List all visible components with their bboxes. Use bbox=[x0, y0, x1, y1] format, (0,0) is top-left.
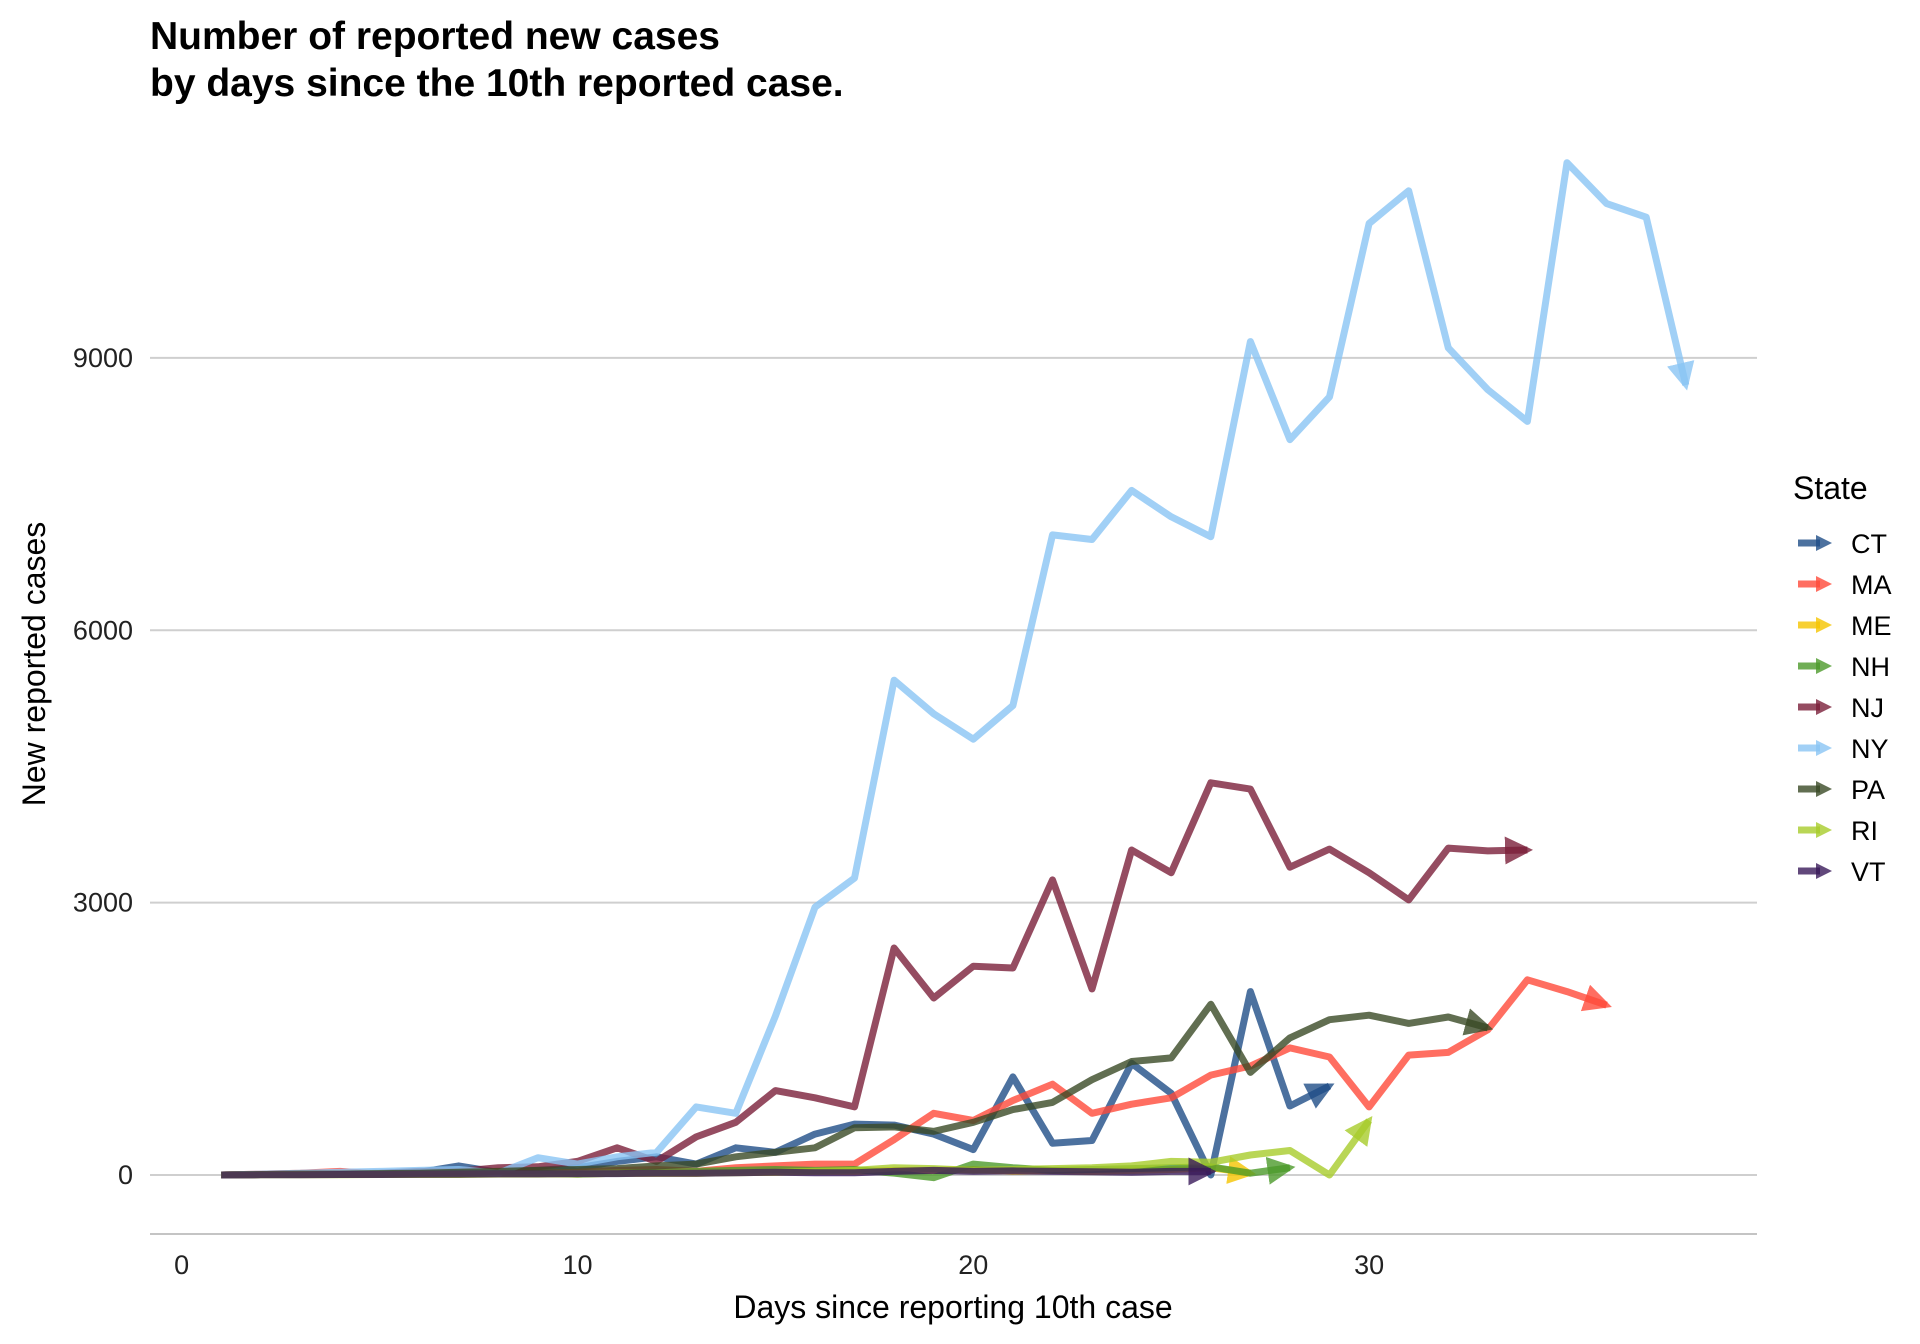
legend-arrow bbox=[1816, 740, 1832, 756]
legend-label: ME bbox=[1851, 611, 1892, 641]
chart-title-line1: Number of reported new cases bbox=[150, 15, 720, 58]
x-tick-label: 20 bbox=[958, 1250, 988, 1280]
x-tick-label: 10 bbox=[562, 1250, 592, 1280]
series-lines bbox=[221, 159, 1695, 1186]
legend-arrow bbox=[1816, 699, 1832, 715]
legend-item-ny: NY bbox=[1798, 734, 1889, 764]
y-axis-label: New reported cases bbox=[16, 522, 52, 807]
y-tick-labels: 0 3000 6000 9000 bbox=[73, 343, 133, 1190]
legend-item-nh: NH bbox=[1798, 652, 1890, 682]
legend-item-pa: PA bbox=[1798, 775, 1885, 805]
legend-label: NY bbox=[1851, 734, 1889, 764]
series-line-vt bbox=[221, 1157, 1217, 1186]
series-line-pa bbox=[221, 1000, 1494, 1179]
grid-lines bbox=[150, 356, 1757, 1176]
legend-label: MA bbox=[1851, 570, 1892, 600]
y-tick-label: 0 bbox=[118, 1160, 133, 1190]
legend-arrow bbox=[1816, 781, 1832, 797]
x-tick-label: 30 bbox=[1354, 1250, 1384, 1280]
series-line-ma bbox=[221, 976, 1612, 1179]
legend-arrow bbox=[1816, 822, 1832, 838]
legend-arrow bbox=[1816, 863, 1832, 879]
y-tick-label: 9000 bbox=[73, 343, 133, 373]
series-line-nj bbox=[221, 779, 1533, 1179]
legend-item-vt: VT bbox=[1798, 857, 1886, 887]
chart-title-line2: by days since the 10th reported case. bbox=[150, 62, 844, 105]
legend-arrow bbox=[1816, 658, 1832, 674]
y-tick-label: 3000 bbox=[73, 888, 133, 918]
y-tick-label: 6000 bbox=[73, 615, 133, 645]
legend-label: NH bbox=[1851, 652, 1890, 682]
legend-label: RI bbox=[1851, 816, 1878, 846]
legend-item-ri: RI bbox=[1798, 816, 1878, 846]
legend-arrow bbox=[1816, 535, 1832, 551]
x-axis-label: Days since reporting 10th case bbox=[733, 1289, 1172, 1325]
legend-item-ct: CT bbox=[1798, 529, 1887, 559]
legend-label: VT bbox=[1851, 857, 1886, 887]
legend-item-nj: NJ bbox=[1798, 693, 1884, 723]
legend: State CT MA ME NH NJ NY PA RI VT bbox=[1793, 470, 1892, 887]
legend-item-me: ME bbox=[1798, 611, 1892, 641]
legend-title: State bbox=[1793, 470, 1868, 506]
legend-label: CT bbox=[1851, 529, 1887, 559]
legend-arrow bbox=[1816, 576, 1832, 592]
legend-label: NJ bbox=[1851, 693, 1884, 723]
legend-item-ma: MA bbox=[1798, 570, 1892, 600]
legend-arrow bbox=[1816, 617, 1832, 633]
x-tick-labels: 0 10 20 30 bbox=[174, 1250, 1384, 1280]
x-tick-label: 0 bbox=[174, 1250, 189, 1280]
legend-label: PA bbox=[1851, 775, 1885, 805]
